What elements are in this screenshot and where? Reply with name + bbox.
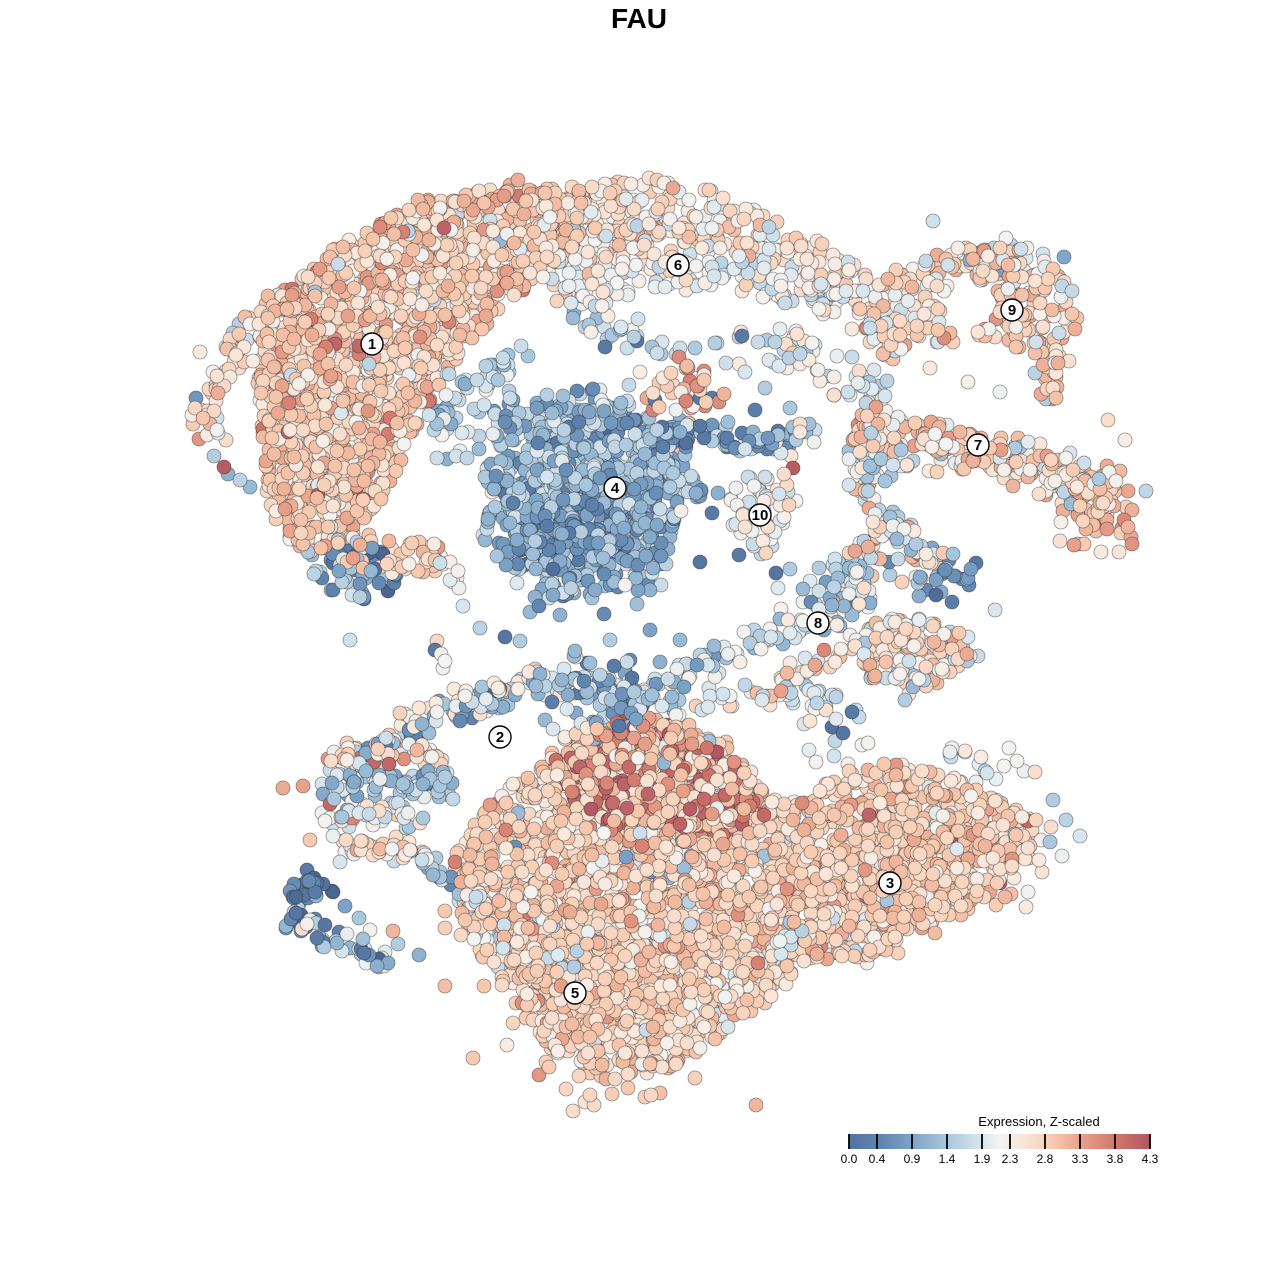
svg-text:FAU: FAU <box>611 3 667 34</box>
